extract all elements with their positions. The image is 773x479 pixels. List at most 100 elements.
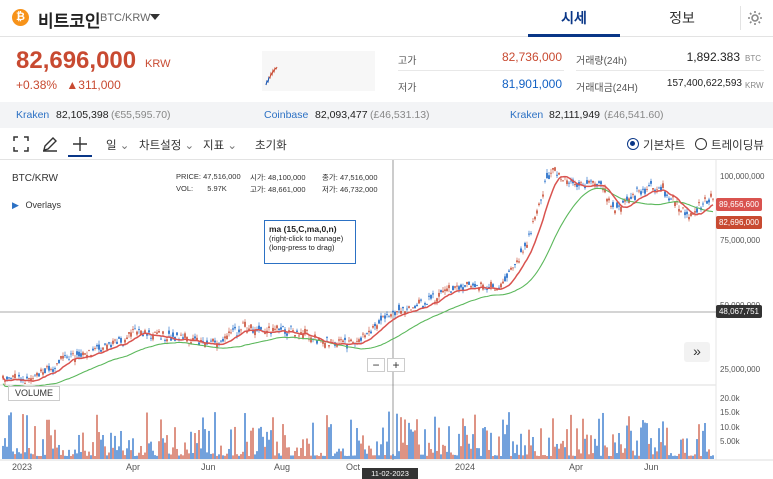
basic-chart-radio[interactable] xyxy=(627,138,639,150)
candle-body xyxy=(44,368,46,374)
exchange-name[interactable]: Coinbase xyxy=(264,109,309,121)
fullscreen-icon[interactable] xyxy=(11,134,31,154)
volume-bar xyxy=(470,448,472,459)
candle-body xyxy=(116,341,118,344)
volume-bar xyxy=(448,426,450,459)
candle-body xyxy=(494,289,496,291)
volume-bar xyxy=(182,455,184,459)
candle-body xyxy=(48,365,50,371)
volume-bar xyxy=(602,412,604,459)
reset-button[interactable]: 초기화 xyxy=(255,140,287,152)
candle-body xyxy=(102,347,104,350)
gear-icon[interactable] xyxy=(740,6,766,30)
ohlc-label: 고가: xyxy=(250,185,266,194)
indicator-tooltip[interactable]: ma (15,C,ma,0,n) (right-click to manage)… xyxy=(264,220,356,264)
candle-body xyxy=(514,264,516,266)
volume-bar xyxy=(534,451,536,459)
volume-bar xyxy=(646,423,648,459)
volume-bar xyxy=(370,448,372,459)
chart-canvas[interactable] xyxy=(0,160,773,477)
volume-bar xyxy=(194,433,196,459)
zoom-in-button[interactable]: + xyxy=(387,358,405,372)
candle-body xyxy=(454,286,456,288)
volume-bar xyxy=(184,442,186,459)
candle-body xyxy=(460,284,462,288)
candle-body xyxy=(518,261,520,263)
volume-bar xyxy=(514,453,516,459)
volume-bar xyxy=(102,434,104,459)
exchange-name[interactable]: Kraken xyxy=(16,109,50,121)
volume-bar xyxy=(348,455,350,459)
chevron-down-icon: ⌄ xyxy=(227,140,238,152)
candle-body xyxy=(424,303,426,305)
chevron-down-icon[interactable] xyxy=(150,14,160,20)
volume-bar xyxy=(132,438,134,459)
candle-body xyxy=(112,340,114,344)
chart-settings-menu[interactable]: 차트설정 ⌄ xyxy=(139,137,194,153)
volume-bar xyxy=(684,452,686,459)
volume-bar xyxy=(232,455,234,459)
candle-body xyxy=(90,355,92,356)
candle-body xyxy=(636,187,638,189)
candle-body xyxy=(656,189,658,191)
volume-bar xyxy=(622,452,624,459)
volume-bar xyxy=(160,419,162,459)
volume-bar xyxy=(592,453,594,459)
draw-pen-icon[interactable] xyxy=(40,134,60,154)
divider xyxy=(576,70,764,71)
volume-bar xyxy=(116,450,118,459)
basic-chart-label[interactable]: 기본차트 xyxy=(643,140,686,152)
indicators-menu[interactable]: 지표 ⌄ xyxy=(203,137,237,153)
volume-bar xyxy=(620,444,622,459)
price-chart[interactable]: BTC/KRW ▶ Overlays PRICE: 47,516,000 VOL… xyxy=(0,160,773,479)
candle-body xyxy=(338,339,340,341)
volume-bar xyxy=(406,444,408,459)
volume-label[interactable]: VOLUME xyxy=(8,386,60,401)
volume-bar xyxy=(340,451,342,459)
overlays-toggle[interactable]: ▶ Overlays xyxy=(12,200,61,211)
exchange-name[interactable]: Kraken xyxy=(510,109,544,121)
volume-bar xyxy=(376,441,378,459)
candle-body xyxy=(492,284,494,288)
candle-body xyxy=(668,198,670,201)
volume-bar xyxy=(660,442,662,459)
volume-bar xyxy=(330,424,332,459)
volume-bar xyxy=(342,448,344,459)
x-axis-label: Jun xyxy=(201,462,216,472)
candle-body xyxy=(250,324,252,329)
volume-bar xyxy=(296,447,298,459)
tradingview-label[interactable]: 트레이딩뷰 xyxy=(711,140,764,152)
candle-body xyxy=(242,322,244,324)
x-axis-label: Jun xyxy=(644,462,659,472)
tooltip-title: ma (15,C,ma,0,n) xyxy=(269,224,337,234)
volume-bar xyxy=(512,441,514,459)
coin-pair[interactable]: BTC/KRW xyxy=(100,12,151,24)
volume-bar xyxy=(438,427,440,459)
tab-info[interactable]: 정보 xyxy=(669,10,695,26)
candle-body xyxy=(372,326,374,328)
volume-bar xyxy=(502,419,504,459)
candle-body xyxy=(682,207,684,209)
interval-select[interactable]: 일 ⌄ xyxy=(106,137,129,153)
candle-body xyxy=(556,174,558,176)
volume-bar xyxy=(272,417,274,459)
volume-bar xyxy=(702,430,704,459)
candle-body xyxy=(148,330,150,333)
candle-body xyxy=(538,203,540,206)
volume-bar xyxy=(120,430,122,459)
candle-body xyxy=(446,288,448,291)
volume-bar xyxy=(652,454,654,459)
coin-name[interactable]: 비트코인 xyxy=(38,12,101,31)
tab-market[interactable]: 시세 xyxy=(528,0,620,37)
volume-bar xyxy=(274,455,276,459)
candle-body xyxy=(144,330,146,334)
overlays-label: Overlays xyxy=(25,200,61,210)
volume-bar xyxy=(134,455,136,459)
scroll-forward-button[interactable]: » xyxy=(684,342,710,362)
zoom-out-button[interactable]: − xyxy=(367,358,385,372)
candle-body xyxy=(476,285,478,287)
tradingview-radio[interactable] xyxy=(695,138,707,150)
candle-body xyxy=(400,310,402,314)
crosshair-icon[interactable] xyxy=(68,134,92,157)
candle-body xyxy=(100,349,102,352)
